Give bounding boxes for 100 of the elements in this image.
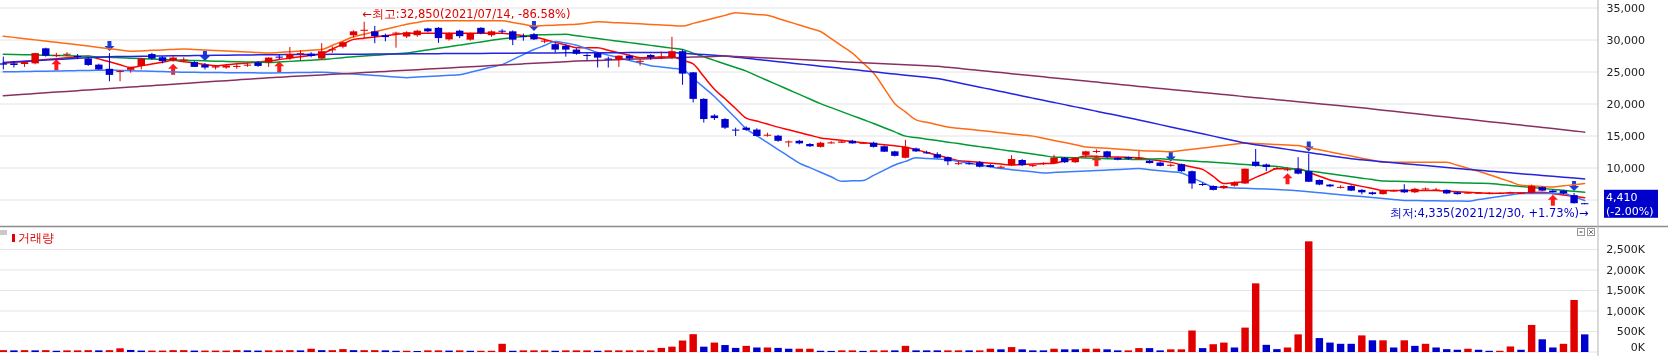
bar: [1251, 283, 1260, 352]
candlestick: [286, 46, 294, 61]
bar: [1294, 334, 1302, 352]
y-tick-label: 0K: [1630, 340, 1646, 354]
bar: [1209, 344, 1217, 352]
candlestick: [498, 28, 506, 35]
y-tick-label: 25,000: [1606, 65, 1645, 79]
candlestick: [1294, 156, 1302, 175]
bar: [498, 343, 506, 352]
y-tick-label: 1,500K: [1606, 284, 1646, 298]
y-tick-label: 15,000: [1606, 129, 1645, 143]
candlestick: [997, 164, 1005, 170]
y-tick-label: 2,000K: [1606, 263, 1646, 277]
bar: [1050, 348, 1058, 352]
y-tick-label: 10,000: [1606, 161, 1645, 175]
bar: [116, 348, 124, 352]
bar: [1570, 299, 1578, 352]
bar: [1283, 347, 1292, 352]
bar: [1082, 348, 1090, 352]
bar: [1305, 241, 1313, 352]
candlestick: [116, 69, 124, 82]
bar: [997, 349, 1005, 352]
bar: [1559, 343, 1568, 352]
bar: [901, 345, 910, 352]
bar: [1527, 324, 1536, 352]
candlestick: [827, 140, 835, 145]
bar: [1506, 346, 1515, 352]
candlestick: [583, 52, 591, 61]
candlestick: [615, 54, 623, 68]
candlestick: [678, 49, 687, 86]
y-tick-label: 20,000: [1606, 97, 1645, 111]
y-tick-label: 30,000: [1606, 33, 1645, 47]
bar: [1188, 330, 1196, 352]
y-tick-label: 500K: [1616, 325, 1646, 339]
bar: [307, 348, 315, 352]
bar: [1273, 349, 1281, 352]
text: (-2.00%): [1606, 204, 1654, 218]
bar: [774, 347, 782, 352]
bar: [1400, 340, 1408, 352]
candlestick: [604, 56, 612, 69]
candlestick: [700, 97, 708, 124]
candlestick: [784, 139, 793, 148]
candlestick: [1135, 150, 1143, 161]
bar: [1241, 327, 1249, 352]
candlestick: [201, 62, 209, 70]
candlestick: [392, 31, 400, 49]
bar: [1177, 349, 1186, 352]
bar: [657, 347, 666, 352]
bar: [742, 345, 750, 352]
bar: [753, 347, 761, 352]
candlestick: [328, 45, 337, 54]
bar: [710, 342, 719, 352]
candlestick: [1305, 153, 1313, 183]
bar: [1411, 345, 1419, 352]
bar: [1421, 343, 1430, 352]
bar: [1230, 347, 1239, 352]
bar: [731, 347, 740, 352]
candlestick: [243, 61, 252, 68]
bar: [700, 346, 708, 352]
bar: [1167, 349, 1175, 352]
bar: [1464, 348, 1472, 352]
bar: [339, 349, 347, 352]
bar: [1145, 348, 1154, 352]
bar: [678, 340, 687, 352]
bar: [1262, 344, 1271, 352]
bar: [1517, 349, 1525, 352]
bar: [1220, 342, 1228, 352]
bar: [1358, 335, 1366, 352]
candlestick: [360, 21, 368, 39]
candlestick: [105, 52, 114, 82]
bar: [763, 347, 772, 352]
bar: [1326, 342, 1334, 352]
bar: [1060, 349, 1069, 352]
bar: [126, 349, 135, 352]
annotation: ←최고:32,850(2021/07/14, -86.58%): [362, 6, 571, 21]
bar: [1549, 347, 1557, 352]
bar: [668, 346, 676, 352]
candlestick: [63, 51, 71, 57]
candlestick: [636, 58, 644, 67]
bar: [1347, 343, 1355, 352]
candlestick: [307, 51, 315, 58]
bar: [1432, 347, 1440, 352]
bar: [689, 334, 697, 352]
y-tick-label: 35,000: [1606, 1, 1645, 15]
text: 4,410: [1606, 190, 1638, 204]
candlestick: [859, 141, 867, 145]
candlestick: [10, 60, 18, 69]
y-tick-label: 2,500K: [1606, 243, 1646, 257]
candlestick: [1464, 191, 1472, 195]
bar: [1007, 347, 1016, 352]
line-series: [2, 51, 1586, 180]
candlestick: [296, 49, 305, 61]
bar: [1538, 339, 1546, 352]
bar: [1336, 343, 1345, 352]
bar: [1198, 348, 1207, 352]
bar: [1135, 348, 1143, 352]
bar: [1103, 349, 1111, 352]
annotation: 최저:4,335(2021/12/30, +1.73%)→: [1389, 206, 1590, 221]
bar: [806, 348, 814, 352]
candlestick: [1432, 187, 1440, 191]
